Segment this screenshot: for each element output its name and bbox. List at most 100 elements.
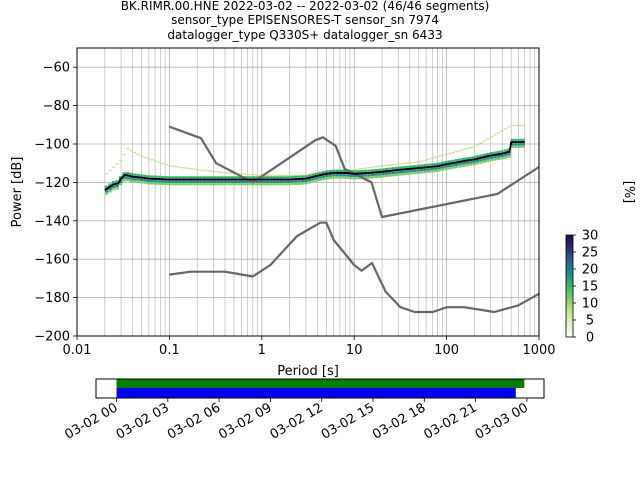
density-cell <box>500 150 504 153</box>
density-cell <box>118 176 123 179</box>
colorbar-tick-label: 15 <box>582 280 599 295</box>
density-cell <box>139 174 144 177</box>
density-cell <box>265 183 270 186</box>
density-cell <box>454 163 459 166</box>
density-cell <box>129 172 133 176</box>
density-cell <box>164 176 168 179</box>
density-cell <box>500 130 504 132</box>
density-cell <box>290 180 294 183</box>
density-cell <box>272 180 277 184</box>
density-cell <box>367 169 371 172</box>
density-cell <box>353 175 357 178</box>
density-cell <box>202 176 207 179</box>
y-tick-label: −200 <box>34 330 70 345</box>
density-cell <box>314 177 319 180</box>
density-cell <box>482 153 487 156</box>
density-cell <box>468 156 473 159</box>
density-cell <box>286 176 291 179</box>
density-cell <box>269 180 273 184</box>
density-cell <box>521 124 525 127</box>
density-cell <box>496 132 501 134</box>
density-cell <box>374 175 378 179</box>
density-cell <box>412 165 417 168</box>
density-cell <box>139 178 144 182</box>
density-cell <box>286 183 291 186</box>
density-cell <box>290 176 294 179</box>
coverage-tick-label: 03-02 12 <box>268 400 326 442</box>
density-cell <box>349 177 354 180</box>
density-cell <box>174 183 179 186</box>
density-cell <box>286 180 291 184</box>
density-cell <box>188 180 193 184</box>
density-cell <box>220 180 224 184</box>
x-tick-label: 1000 <box>522 343 555 358</box>
density-cell <box>279 180 284 184</box>
density-cell <box>115 184 119 188</box>
high-noise-model-line <box>169 125 539 219</box>
density-cell <box>507 148 511 151</box>
density-cell <box>454 159 459 162</box>
density-cell <box>468 161 473 164</box>
density-cell <box>426 170 431 173</box>
density-cell <box>346 174 350 177</box>
density-cell <box>293 180 298 183</box>
density-cell <box>500 154 504 158</box>
density-cell <box>367 174 371 177</box>
density-cell <box>178 180 182 184</box>
y-tick-label: −160 <box>34 253 70 268</box>
density-cell <box>482 160 487 163</box>
density-cell <box>440 168 445 171</box>
density-cell <box>479 161 483 164</box>
density-cell <box>192 183 196 186</box>
density-cell <box>402 172 406 176</box>
density-cell <box>314 179 319 182</box>
density-cell <box>521 143 525 146</box>
density-cell <box>230 180 235 184</box>
density-cell <box>370 173 375 177</box>
density-cell <box>510 138 515 141</box>
density-cell <box>185 167 189 169</box>
density-cell <box>255 183 259 186</box>
density-cell <box>265 174 270 177</box>
density-cell <box>391 174 396 177</box>
plot-frame <box>76 47 540 337</box>
density-cell <box>234 180 238 184</box>
density-cell <box>230 183 235 186</box>
density-cell <box>118 180 123 183</box>
density-cell <box>283 174 287 177</box>
density-cell <box>321 171 326 174</box>
density-cell <box>241 173 245 175</box>
density-cell <box>311 178 315 181</box>
density-cell <box>353 168 357 171</box>
density-cell <box>370 176 375 179</box>
density-cell <box>209 183 214 186</box>
density-cell <box>122 179 126 182</box>
density-cell <box>318 171 322 175</box>
psd-plot: 0.01 0.1 1 10 100 1000 −200 −180 −160 −140 −120 −1… <box>10 47 556 379</box>
density-cell <box>146 182 151 185</box>
density-cell <box>493 156 497 159</box>
density-cell <box>493 151 497 154</box>
density-cell <box>419 164 424 167</box>
plot-background <box>77 48 539 336</box>
x-tick-label: 0.01 <box>63 343 92 358</box>
density-cell <box>433 169 438 173</box>
density-cell <box>248 173 252 176</box>
density-cell <box>139 181 144 184</box>
density-cell <box>171 180 175 184</box>
density-cell <box>122 153 126 156</box>
density-cell <box>307 174 312 177</box>
density-cell <box>223 180 228 184</box>
density-cell <box>230 172 235 175</box>
x-tick-label: 100 <box>434 343 459 358</box>
density-cell <box>405 165 410 168</box>
density-cell <box>388 167 392 170</box>
density-cell <box>377 173 382 176</box>
density-cell <box>195 183 200 186</box>
density-cell <box>332 169 336 172</box>
density-cell <box>381 165 385 167</box>
density-cell <box>430 157 434 160</box>
density-cell <box>423 170 427 174</box>
density-cell <box>181 167 186 169</box>
density-cell <box>307 181 312 184</box>
